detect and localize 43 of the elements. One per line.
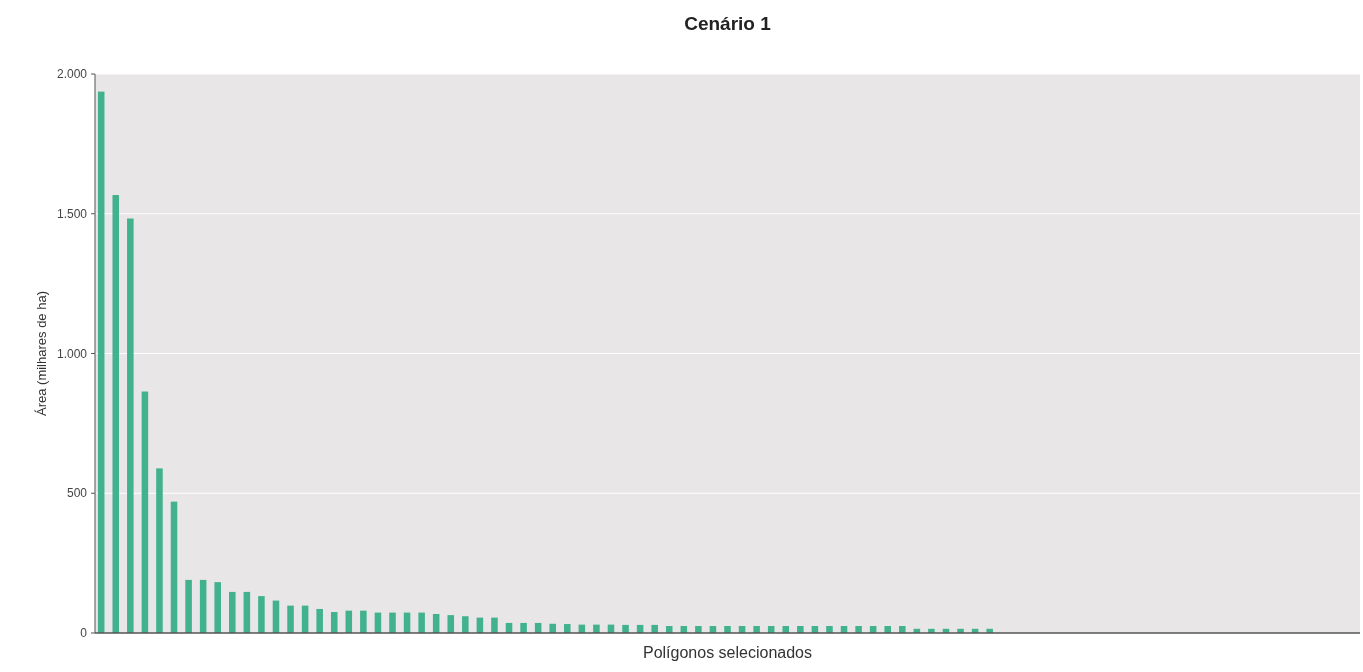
bar [447, 615, 455, 633]
bar [112, 195, 120, 633]
bar [724, 626, 731, 633]
bar [214, 582, 221, 633]
bar [229, 591, 236, 633]
bar [549, 623, 556, 633]
y-tick-label: 1.500 [56, 206, 88, 221]
bar [141, 391, 149, 633]
bar [258, 596, 265, 633]
bar [127, 218, 134, 633]
bar [418, 612, 425, 633]
bar [389, 612, 396, 633]
chart-title: Cenário 1 [684, 13, 772, 34]
bar [651, 624, 658, 633]
y-tick-label: 2.000 [56, 67, 88, 82]
bar [462, 616, 469, 633]
bar [330, 612, 338, 633]
bar [899, 626, 906, 633]
bar [622, 624, 629, 633]
bar [170, 501, 178, 633]
bar [287, 605, 294, 633]
bar [826, 626, 833, 633]
y-tick-label: 0 [80, 626, 88, 641]
bar [753, 626, 760, 633]
bar [520, 622, 527, 633]
bar [665, 626, 673, 633]
y-axis-title: Área (milhares de ha) [34, 291, 49, 416]
bar [185, 579, 192, 633]
bar [884, 626, 891, 633]
bar [855, 626, 862, 633]
bar [564, 624, 571, 633]
y-tick-label: 500 [66, 486, 88, 501]
x-axis-title: Polígonos selecionados [642, 644, 813, 661]
bar [360, 610, 367, 633]
bar [797, 626, 804, 633]
bar [695, 626, 702, 633]
bar [97, 91, 105, 633]
y-tick-label: 1.000 [56, 346, 88, 361]
bar [199, 579, 207, 633]
bar [316, 608, 323, 633]
bar [782, 626, 790, 633]
bar [156, 468, 163, 633]
bar [491, 617, 498, 633]
